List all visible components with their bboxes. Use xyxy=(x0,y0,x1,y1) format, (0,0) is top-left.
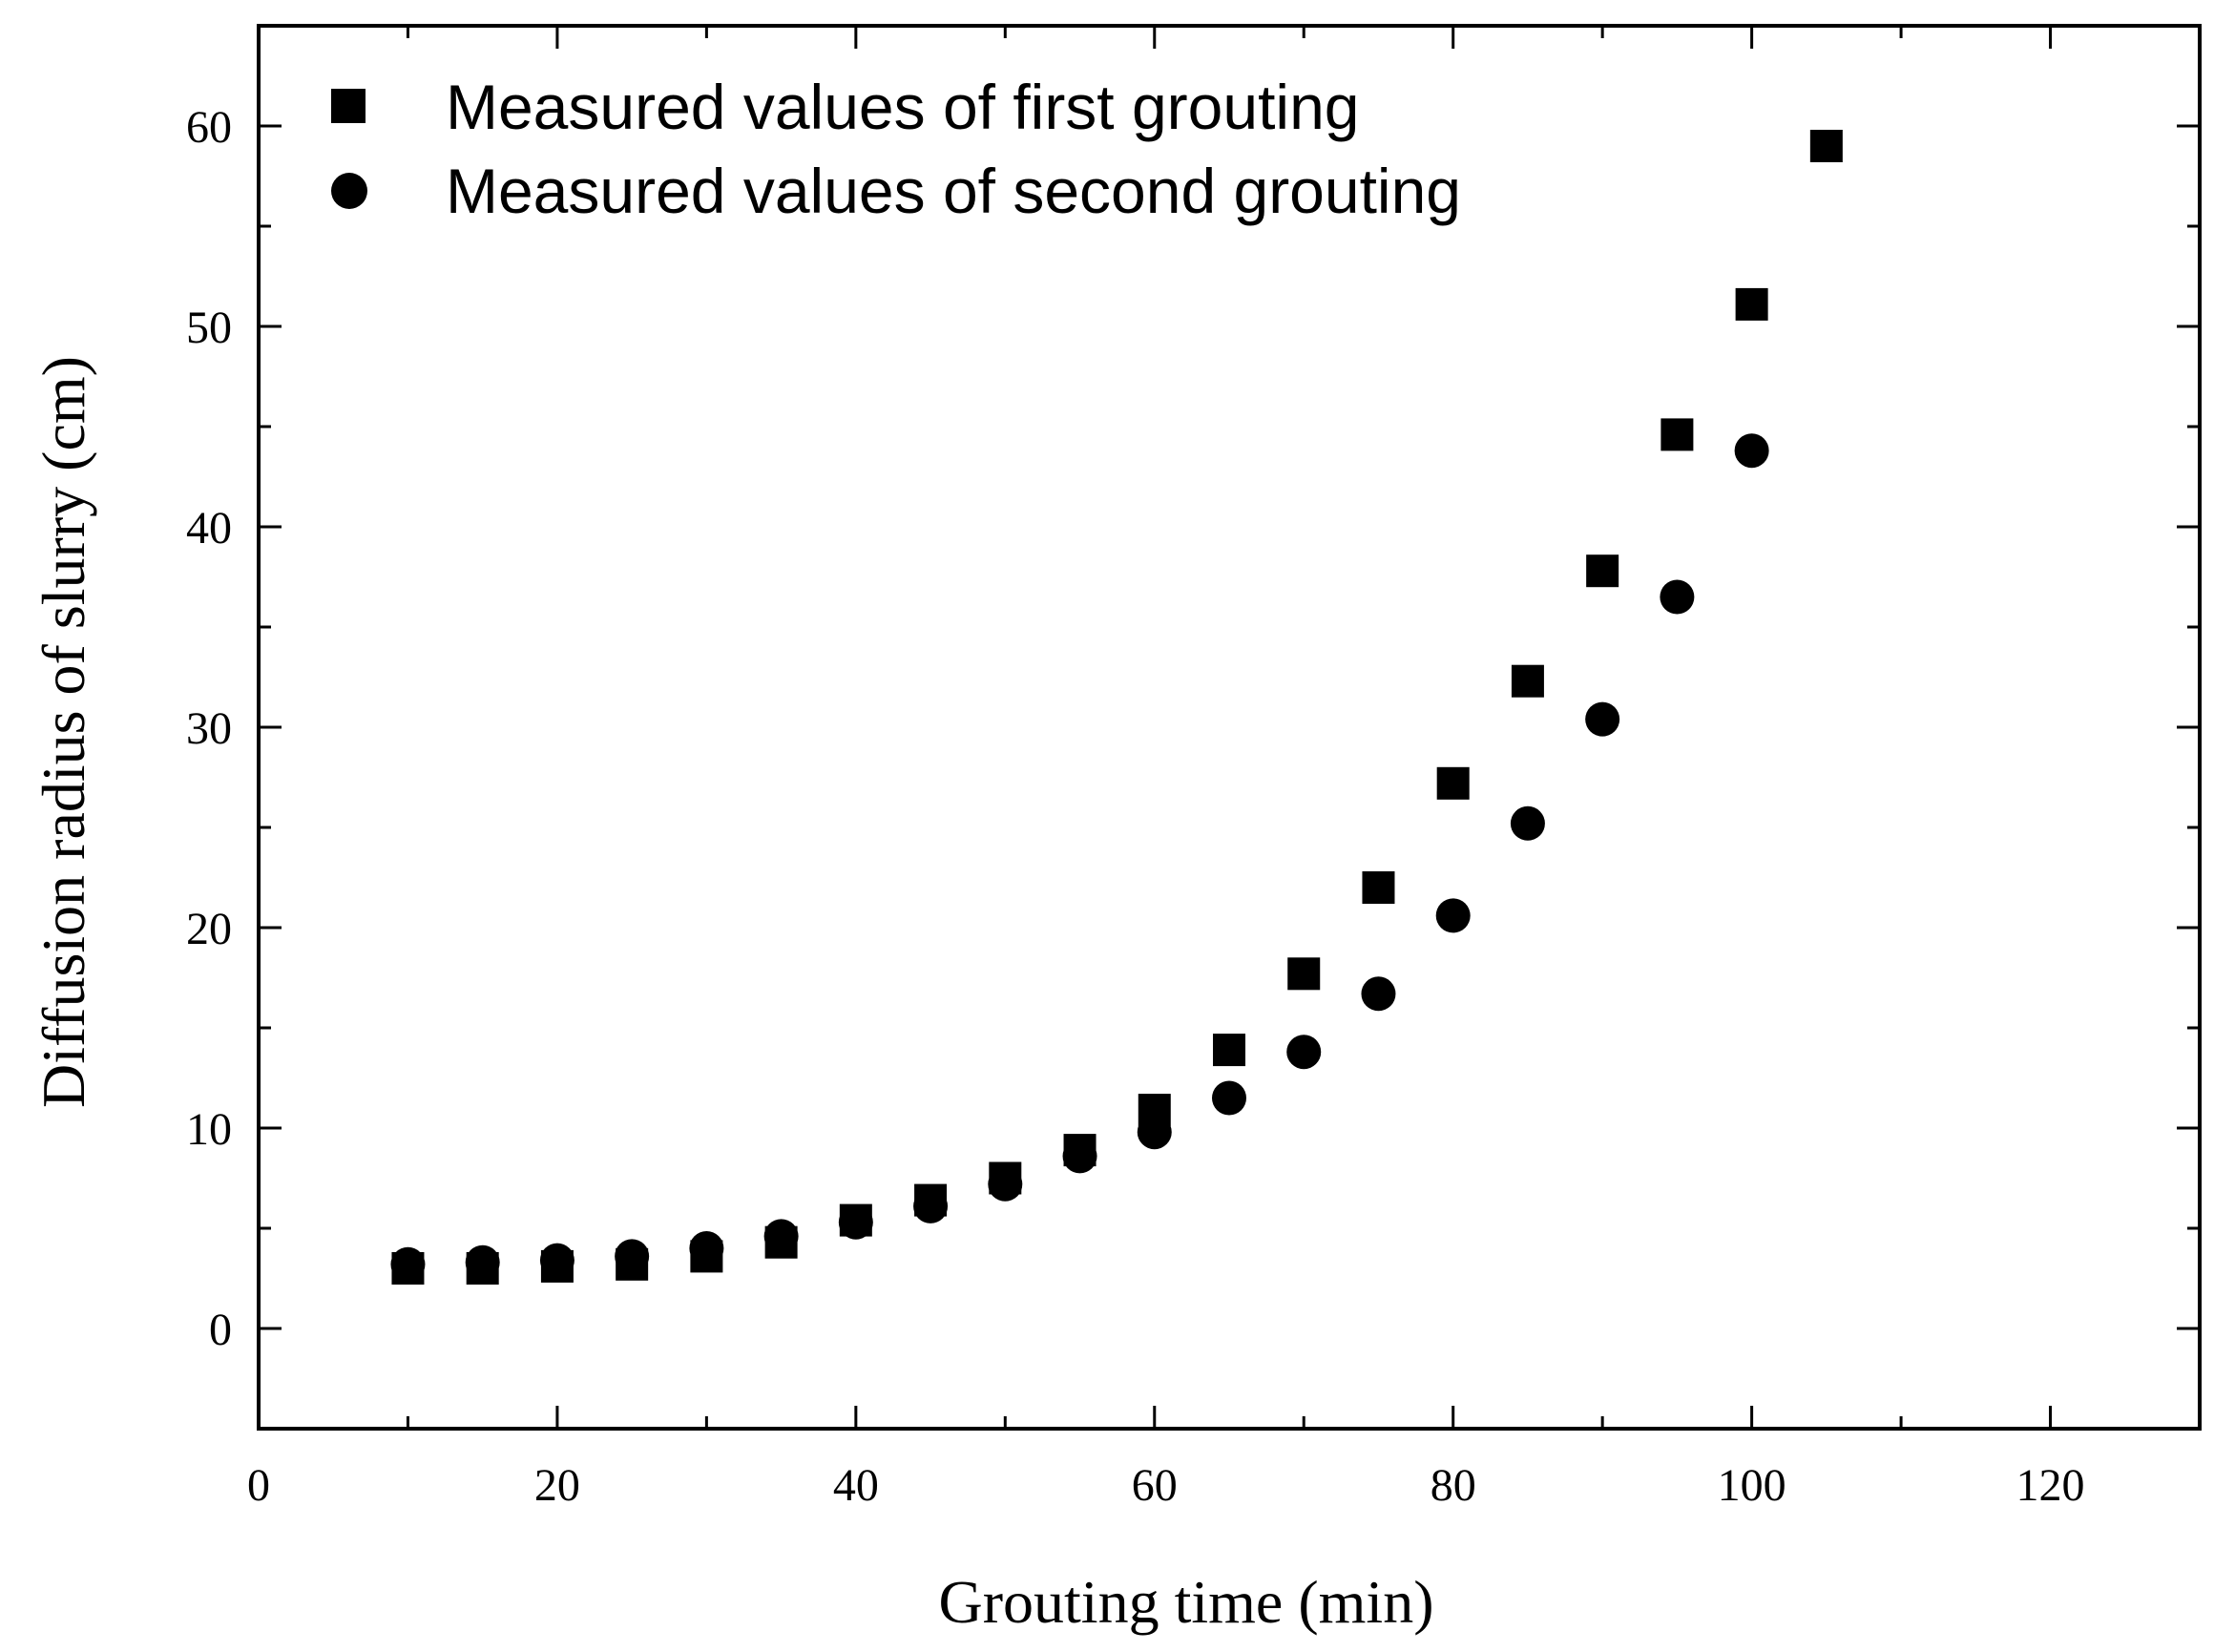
legend-label-first-grouting: Measured values of first grouting xyxy=(446,72,1359,142)
y-tick-label: 50 xyxy=(186,303,232,353)
data-markers xyxy=(390,130,1843,1285)
point-first-grouting xyxy=(616,1247,649,1281)
point-first-grouting xyxy=(1063,1134,1097,1167)
point-first-grouting xyxy=(1660,418,1694,451)
point-first-grouting xyxy=(1735,287,1768,321)
point-second-grouting xyxy=(1585,701,1620,737)
point-first-grouting xyxy=(466,1252,499,1285)
x-tick-label: 120 xyxy=(2016,1460,2085,1511)
point-second-grouting xyxy=(1212,1080,1246,1116)
y-tick-label: 40 xyxy=(186,503,232,554)
point-first-grouting xyxy=(690,1240,723,1273)
y-tick-label: 30 xyxy=(186,703,232,754)
point-second-grouting xyxy=(1510,805,1545,841)
legend-label-second-grouting: Measured values of second grouting xyxy=(446,156,1461,226)
y-axis-title: Diffusion radius of slurry (cm) xyxy=(30,356,97,1108)
point-first-grouting xyxy=(1138,1094,1171,1127)
point-first-grouting xyxy=(764,1225,798,1259)
y-tick-label: 20 xyxy=(186,904,232,954)
x-axis-title: Grouting time (min) xyxy=(938,1568,1433,1636)
point-first-grouting xyxy=(540,1249,574,1283)
y-tick-label: 60 xyxy=(186,102,232,153)
x-tick-label: 20 xyxy=(534,1460,580,1511)
point-first-grouting xyxy=(989,1161,1022,1195)
x-tick-label: 80 xyxy=(1431,1460,1476,1511)
point-first-grouting xyxy=(1809,130,1843,162)
point-second-grouting xyxy=(1286,1035,1322,1070)
point-first-grouting xyxy=(839,1203,872,1237)
point-first-grouting xyxy=(1362,871,1395,904)
axis-ticks xyxy=(257,26,2200,1429)
legend-marker-second-grouting xyxy=(331,173,367,209)
point-first-grouting xyxy=(914,1183,948,1217)
x-tick-label: 40 xyxy=(833,1460,879,1511)
point-first-grouting xyxy=(1586,554,1619,588)
point-first-grouting xyxy=(1436,766,1470,800)
point-second-grouting xyxy=(1435,898,1471,933)
y-tick-label: 10 xyxy=(186,1104,232,1155)
plot-frame xyxy=(257,24,2202,1431)
point-second-grouting xyxy=(1660,579,1695,615)
legend: Measured values of first grouting Measur… xyxy=(331,72,1461,226)
x-tick-label: 60 xyxy=(1132,1460,1178,1511)
point-first-grouting xyxy=(1511,664,1544,698)
legend-marker-first-grouting xyxy=(331,89,366,123)
y-tick-label: 0 xyxy=(209,1305,232,1355)
point-second-grouting xyxy=(1734,433,1769,469)
point-first-grouting xyxy=(1287,957,1321,991)
axis-tick-labels: 0 20 40 60 80 100 120 0 10 20 30 40 50 60 xyxy=(186,102,2085,1511)
x-tick-label: 100 xyxy=(1718,1460,1786,1511)
x-tick-label: 0 xyxy=(247,1460,270,1511)
point-first-grouting xyxy=(391,1252,425,1285)
point-first-grouting xyxy=(1213,1034,1245,1067)
point-second-grouting xyxy=(1361,976,1396,1012)
